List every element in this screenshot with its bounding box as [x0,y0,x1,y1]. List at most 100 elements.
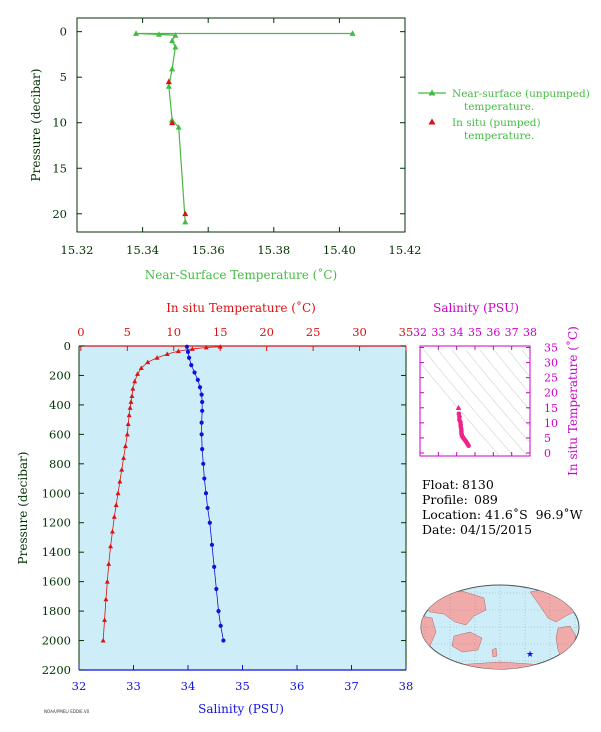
salinity-point [216,608,221,614]
salinity-point [200,399,205,405]
salinity-point [203,491,209,496]
salinity-point [195,377,200,382]
temperature-tick-label: 25 [306,325,321,339]
insitu-pumped-point [182,210,189,217]
near-surface-x-tick-label: 15.32 [61,243,94,257]
salinity-tick-label: 36 [290,679,305,693]
main-plot-background [79,346,406,670]
info-date-label: Date: [422,522,457,537]
ts-x-tick-label: 35 [468,326,482,339]
temperature-point [217,344,223,349]
temperature-point [203,344,209,350]
pressure-tick-label: 2200 [42,663,71,677]
temperature-point [138,365,144,371]
info-float-label: Float: [422,477,459,492]
ts-x-tick-label: 32 [413,326,427,339]
info-location-label: Location: [422,507,482,522]
ts-y-tick-label: 35 [544,342,558,355]
near-surface-x-tick-label: 15.36 [192,243,225,257]
pressure-tick-label: 1000 [42,486,71,500]
info-profile-value: 089 [474,492,498,507]
legend-unpumped-label-1: Near-surface (unpumped) [452,88,590,100]
info-float: Float: 8130 [422,477,494,492]
salinity-point [199,432,204,437]
temperature-tick-label: 10 [166,325,181,339]
near-surface-x-tick-label: 15.42 [389,243,422,257]
near-surface-unpumped-point [172,43,179,50]
near-surface-unpumped-point [349,30,356,36]
ts-isopycnal-line [451,349,530,444]
temperature-point [108,543,114,549]
pressure-tick-label: 600 [49,427,71,441]
temperature-tick-label: 20 [259,325,274,339]
near-surface-x-ticks: 15.32 15.34 15.36 15.38 15.40 15.42 [61,18,422,257]
temperature-point [189,346,195,351]
legend-unpumped-label-2: temperature. [464,101,534,113]
ts-x-tick-label: 34 [450,326,464,339]
pressure-tick-label: 1400 [42,545,71,559]
temperature-point [100,637,106,643]
temperature-tick-label: 5 [124,325,131,339]
temperature-point [135,371,140,376]
temperature-point [145,359,151,365]
salinity-point [209,542,215,547]
main-top-axis-label: In situ Temperature (˚C) [166,300,316,315]
salinity-point [201,461,206,466]
near-surface-unpumped-point [175,124,182,130]
ts-isopycnal-line [479,349,530,411]
temperature-point [175,348,181,354]
salinity-point [200,446,205,452]
pressure-tick-label: 400 [49,398,71,412]
salinity-point [200,408,205,413]
temperature-point [130,386,136,391]
pressure-tick-label: 0 [64,339,71,353]
pressure-tick-label: 2000 [42,634,71,648]
temperature-point [124,431,130,437]
salinity-point [218,623,223,628]
temperature-point [113,502,119,508]
temperature-point [127,405,133,410]
near-surface-legend: Near-surface (unpumped) temperature. In … [418,88,590,142]
salinity-tick-label: 38 [399,679,414,693]
info-date: Date: 04/15/2015 [422,522,532,537]
legend-pumped-label-2: temperature. [464,130,534,142]
salinity-tick-label: 32 [72,679,87,693]
temperature-point [122,443,128,449]
legend-unpumped-marker [428,89,436,96]
pressure-tick-label: 1200 [42,516,71,530]
temperature-point [129,393,135,399]
near-surface-unpumped-point [165,83,172,89]
insitu-pumped-point [169,119,176,126]
ts-y-tick-label: 15 [544,402,558,415]
near-surface-plot-frame [76,17,406,233]
salinity-point [202,476,207,481]
salinity-point [205,505,210,511]
near-surface-y-tick-label: 15 [52,161,67,175]
footnote: NOAA/PMEL/ EDDIE.V0 [44,709,90,714]
ts-x-tick-label: 37 [505,326,519,339]
near-surface-unpumped-point [169,65,176,72]
ts-point [455,404,462,411]
near-surface-y-tick-label: 0 [60,25,67,39]
ts-x-tick-label: 38 [523,326,537,339]
temperature-point [109,528,115,534]
salinity-point [221,638,226,643]
near-surface-x-tick-label: 15.40 [323,243,356,257]
pressure-tick-label: 1600 [42,575,71,589]
ts-points [455,404,471,449]
ts-x-tick-label: 36 [486,326,500,339]
ts-isopycnal-line [521,349,530,361]
ts-isopycnal-line [507,349,530,378]
ts-y-tick-label: 30 [544,357,558,370]
salinity-point [199,392,204,397]
ts-y-tick-label: 25 [544,372,558,385]
near-surface-y-axis-label: Pressure (decibar) [29,69,43,182]
legend-pumped-label-1: In situ (pumped) [452,117,541,129]
temperature-tick-label: 0 [77,325,84,339]
float-location-marker: ★ [526,650,534,660]
salinity-tick-label: 33 [126,679,141,693]
temperature-point [106,561,112,566]
ts-isopycnal-line [465,349,530,428]
temperature-point [102,617,108,622]
